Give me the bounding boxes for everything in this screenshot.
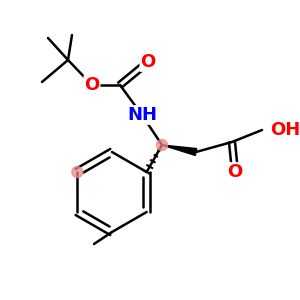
Circle shape bbox=[157, 140, 167, 151]
Text: O: O bbox=[140, 53, 156, 71]
Text: NH: NH bbox=[127, 106, 157, 124]
Text: O: O bbox=[84, 76, 100, 94]
Text: O: O bbox=[227, 163, 243, 181]
Circle shape bbox=[72, 167, 83, 178]
Text: OH: OH bbox=[270, 121, 300, 139]
Polygon shape bbox=[162, 145, 197, 155]
